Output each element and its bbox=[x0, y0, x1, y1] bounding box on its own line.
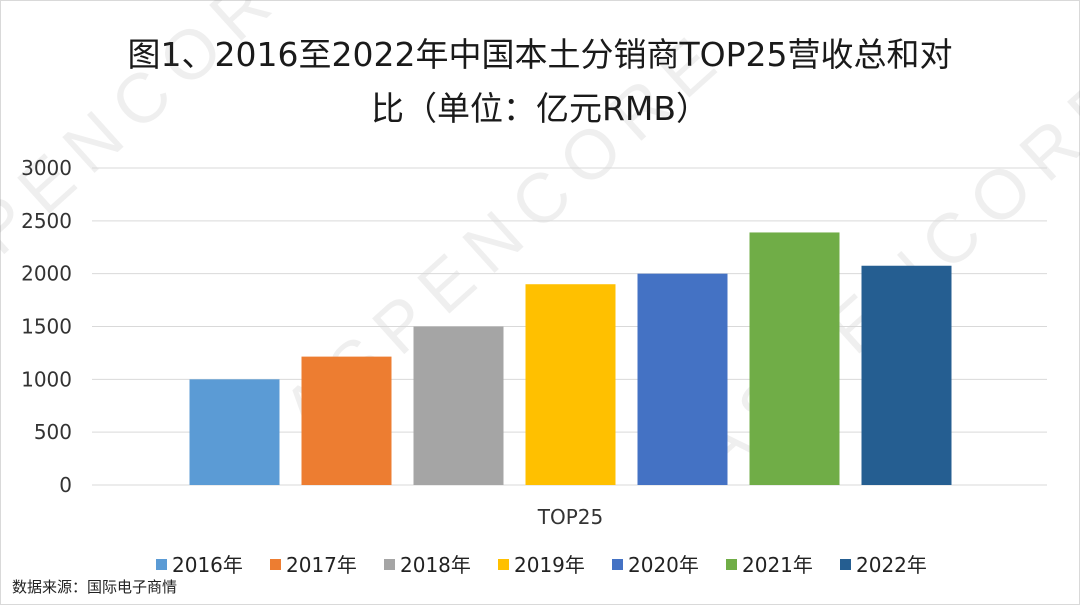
y-tick-label: 1500 bbox=[21, 315, 72, 339]
chart-title: 图1、2016至2022年中国本土分销商TOP25营收总和对 比（单位：亿元RM… bbox=[60, 28, 1020, 136]
x-category-label: TOP25 bbox=[537, 505, 603, 529]
legend-label: 2019年 bbox=[514, 553, 585, 577]
legend-swatch bbox=[612, 559, 623, 570]
legend-swatch bbox=[726, 559, 737, 570]
legend-swatch bbox=[384, 559, 395, 570]
y-tick-label: 2500 bbox=[21, 209, 72, 233]
bar-2019年 bbox=[525, 284, 616, 485]
y-tick-label: 0 bbox=[59, 473, 72, 497]
legend-label: 2016年 bbox=[172, 553, 243, 577]
legend-label: 2017年 bbox=[286, 553, 357, 577]
legend-label: 2022年 bbox=[856, 553, 927, 577]
bar-2020年 bbox=[637, 273, 728, 485]
bar-2017年 bbox=[301, 356, 392, 485]
legend-label: 2021年 bbox=[742, 553, 813, 577]
bar-2018年 bbox=[413, 326, 504, 485]
bar-2016年 bbox=[189, 379, 280, 485]
y-tick-label: 1000 bbox=[21, 367, 72, 391]
legend-swatch bbox=[840, 559, 851, 570]
legend-label: 2018年 bbox=[400, 553, 471, 577]
legend-swatch bbox=[498, 559, 509, 570]
y-tick-label: 2000 bbox=[21, 262, 72, 286]
y-tick-label: 3000 bbox=[21, 156, 72, 180]
bar-2021年 bbox=[749, 232, 840, 485]
chart-legend: 2016年 2017年 2018年 2019年 2020年 2021年 2022年 bbox=[0, 552, 1080, 578]
bar-2022年 bbox=[861, 265, 952, 485]
legend-label: 2020年 bbox=[628, 553, 699, 577]
y-tick-label: 500 bbox=[34, 420, 72, 444]
chart-title-line-1: 图1、2016至2022年中国本土分销商TOP25营收总和对 bbox=[127, 35, 953, 74]
legend-swatch bbox=[270, 559, 281, 570]
chart-title-line-2: 比（单位：亿元RMB） bbox=[370, 89, 710, 128]
source-note: 数据来源：国际电子商情 bbox=[12, 578, 178, 596]
legend-swatch bbox=[156, 559, 167, 570]
